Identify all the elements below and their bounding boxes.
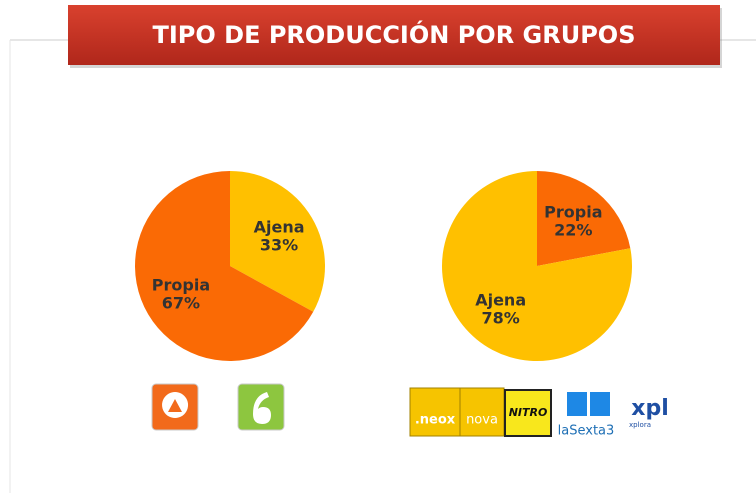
title: TIPO DE PRODUCCIÓN POR GRUPOS	[153, 19, 636, 49]
logo-text: .neox	[415, 413, 456, 428]
logo-sexta3-box	[590, 392, 610, 416]
pie-slice	[537, 171, 631, 266]
slice-label: Propia	[152, 276, 210, 295]
banner	[68, 5, 720, 65]
slice-label: Propia	[544, 203, 602, 222]
slice-value: 78%	[482, 308, 520, 327]
logo-lasexta	[237, 383, 285, 431]
logo-nova	[459, 387, 505, 437]
logo-nitro	[504, 389, 552, 437]
pie-slice	[441, 171, 632, 362]
slice-value: 67%	[162, 294, 200, 313]
pie-slice	[135, 171, 314, 361]
logo-text: nova	[466, 413, 498, 428]
logo-text: NITRO	[509, 406, 548, 419]
slice-label: Ajena	[475, 290, 526, 309]
slice-value: 33%	[260, 235, 298, 254]
logo-antena3	[151, 383, 199, 431]
logo-text: laSexta3	[558, 424, 615, 439]
slice-label: Ajena	[254, 217, 305, 236]
pie-slice	[230, 171, 326, 312]
slice-value: 22%	[554, 221, 592, 240]
logo-icon	[253, 392, 271, 424]
logo-icon	[162, 392, 189, 418]
logo-sexta3-box	[567, 392, 587, 416]
logo-text: xpl	[631, 396, 668, 421]
logo-text: xplora	[629, 421, 651, 429]
